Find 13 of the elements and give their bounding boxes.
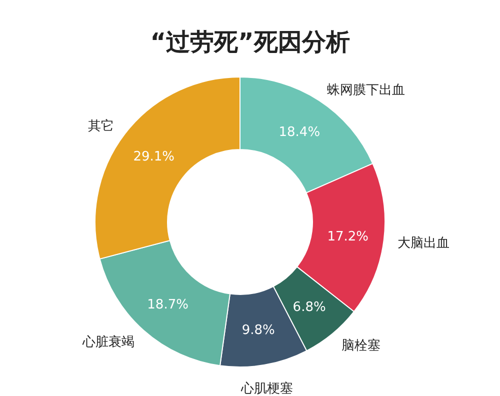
data-label: 18.7%: [147, 297, 188, 312]
data-label: 6.8%: [292, 300, 326, 315]
chart-title: “过劳死”死因分析: [150, 28, 350, 56]
slice-label: 其它: [88, 118, 114, 134]
slice-label: 心肌梗塞: [240, 380, 293, 396]
data-label: 18.4%: [278, 124, 320, 140]
data-label: 17.2%: [327, 230, 369, 245]
slice-label: 脑栓塞: [341, 338, 380, 354]
data-label: 9.8%: [242, 323, 275, 338]
slice-label: 蛛网膜下出血: [326, 82, 405, 98]
data-label: 29.1%: [133, 150, 175, 165]
slice-label: 心脏衰竭: [81, 334, 134, 350]
slice-label: 大脑出血: [398, 236, 450, 251]
